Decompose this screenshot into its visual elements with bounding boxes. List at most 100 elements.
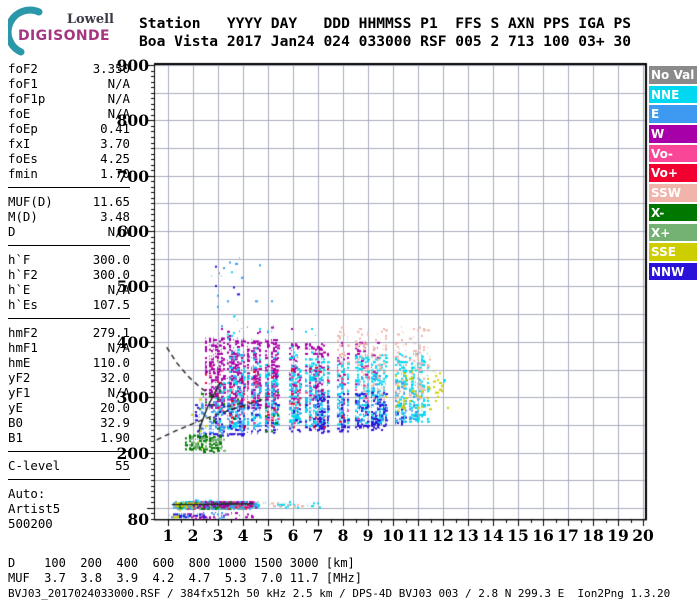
direction-legend: No Val NNE E W Vo- Vo+ SSW X- X+ SSE NNW (649, 66, 697, 283)
legend-item-sse: SSE (649, 243, 697, 261)
param-value: 11.65 (92, 194, 130, 209)
param-value: N/A (107, 282, 130, 297)
x-tick-1: 1 (162, 526, 174, 545)
y-tick-600: 600 (116, 222, 149, 242)
param-row-fof1: foF1 N/A (8, 76, 130, 91)
param-row-auto-: Auto: (8, 486, 130, 501)
param-row-fmin: fmin 1.70 (8, 166, 130, 181)
logo-lowell-text: Lowell (66, 12, 114, 27)
header-column-names: Station YYYY DAY DDD HHMMSS P1 FFS S AXN… (139, 15, 632, 32)
param-label: hmF2 (8, 325, 38, 340)
param-value: 3.70 (100, 136, 130, 151)
param-label: C-level (8, 458, 61, 473)
x-tick-16: 16 (532, 526, 554, 545)
legend-item-no-val: No Val (649, 66, 697, 84)
x-tick-19: 19 (607, 526, 629, 545)
param-label: foEs (8, 151, 38, 166)
param-value: 1.90 (100, 430, 130, 445)
param-value: 55 (115, 458, 130, 473)
legend-item-nnw: NNW (649, 262, 697, 281)
param-row-fof2: foF2 3.350 (8, 61, 130, 76)
param-row-artist5: Artist5 (8, 501, 130, 516)
legend-item-ssw: SSW (649, 184, 697, 202)
param-label: 500200 (8, 516, 53, 531)
param-value: 279.1 (92, 325, 130, 340)
lowell-digisonde-logo: Lowell DIGISONDE (6, 4, 131, 56)
legend-item-nne: NNE (649, 85, 697, 104)
param-value: 300.0 (92, 252, 130, 267)
param-value: 32.0 (100, 370, 130, 385)
param-row-ye: yE 20.0 (8, 400, 130, 415)
x-tick-6: 6 (287, 526, 299, 545)
param-label: B1 (8, 430, 23, 445)
param-value: 110.0 (92, 355, 130, 370)
param-value: N/A (107, 91, 130, 106)
param-label: foEp (8, 121, 38, 136)
x-tick-15: 15 (507, 526, 529, 545)
param-value: N/A (107, 385, 130, 400)
x-tick-14: 14 (482, 526, 504, 545)
param-label: yF1 (8, 385, 31, 400)
param-label: hmE (8, 355, 31, 370)
param-row-c-level: C-level 55 (8, 458, 130, 473)
legend-item-x-: X+ (649, 223, 697, 241)
legend-item-x-: X- (649, 203, 697, 222)
param-value: 0.41 (100, 121, 130, 136)
param-value: 1.70 (100, 166, 130, 181)
param-value: N/A (107, 340, 130, 355)
legend-item-vo-: Vo+ (649, 164, 697, 182)
param-row-foep: foEp 0.41 (8, 121, 130, 136)
param-label: fxI (8, 136, 31, 151)
y-tick-80: 80 (127, 510, 149, 529)
panel-separator (8, 318, 130, 319)
param-label: fmin (8, 166, 38, 181)
param-row-muf-d-: MUF(D) 11.65 (8, 194, 130, 209)
param-label: h`Es (8, 297, 38, 312)
param-row-h-f2: h`F2 300.0 (8, 267, 130, 282)
param-row-b0: B0 32.9 (8, 415, 130, 430)
param-label: foF1p (8, 91, 46, 106)
panel-separator (8, 245, 130, 246)
param-row-foe: foE N/A (8, 106, 130, 121)
y-tick-300: 300 (116, 388, 149, 408)
param-row-hmf2: hmF2 279.1 (8, 325, 130, 340)
status-line: BVJ03_2017024033000.RSF / 384fx512h 50 k… (8, 587, 671, 600)
param-row-d: D N/A (8, 224, 130, 239)
x-tick-2: 2 (187, 526, 199, 545)
logo-digisonde-text: DIGISONDE (18, 28, 111, 44)
param-value: 4.25 (100, 151, 130, 166)
x-tick-10: 10 (382, 526, 404, 545)
param-label: foF2 (8, 61, 38, 76)
param-value: 300.0 (92, 267, 130, 282)
param-label: M(D) (8, 209, 38, 224)
param-value: 107.5 (92, 297, 130, 312)
param-row-fxi: fxI 3.70 (8, 136, 130, 151)
param-label: yE (8, 400, 23, 415)
y-tick-900: 900 (116, 56, 149, 75)
param-row-foes: foEs 4.25 (8, 151, 130, 166)
x-tick-13: 13 (457, 526, 479, 545)
param-value: 3.350 (92, 61, 130, 76)
panel-separator (8, 451, 130, 452)
param-value: N/A (107, 224, 130, 239)
distance-row: D 100 200 400 600 800 1000 1500 3000 [km… (8, 556, 355, 570)
param-value: N/A (107, 106, 130, 121)
param-label: MUF(D) (8, 194, 53, 209)
param-label: foF1 (8, 76, 38, 91)
logo-arc-icon (8, 6, 43, 56)
panel-separator (8, 187, 130, 188)
y-tick-500: 500 (116, 277, 149, 297)
y-tick-700: 700 (116, 166, 149, 186)
param-row-fof1p: foF1p N/A (8, 91, 130, 106)
panel-separator (8, 479, 130, 480)
legend-item-vo-: Vo- (649, 144, 697, 163)
param-row-yf1: yF1 N/A (8, 385, 130, 400)
param-value: 20.0 (100, 400, 130, 415)
x-tick-4: 4 (237, 526, 249, 545)
param-label: foE (8, 106, 31, 121)
x-tick-20: 20 (632, 526, 654, 545)
x-tick-8: 8 (337, 526, 349, 545)
x-tick-3: 3 (212, 526, 224, 545)
param-label: yF2 (8, 370, 31, 385)
